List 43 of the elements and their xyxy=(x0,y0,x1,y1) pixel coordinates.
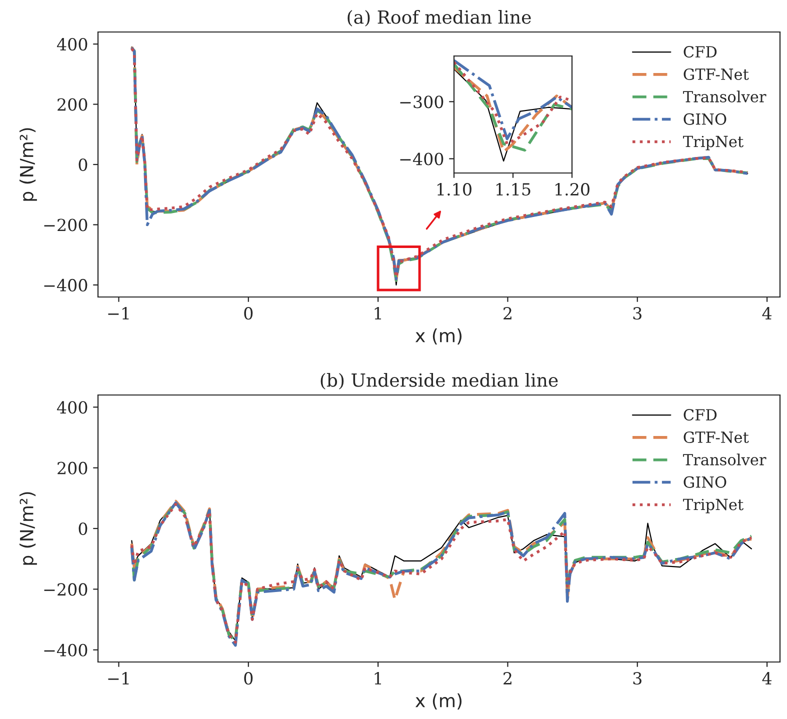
x-tick-label: 1.20 xyxy=(555,183,590,196)
y-tick-label: −200 xyxy=(44,583,88,596)
legend-label: GINO xyxy=(684,113,726,125)
y-tick-label: −200 xyxy=(44,218,88,232)
x-tick-label: 1 xyxy=(374,307,381,320)
legend-label: GTF-Net xyxy=(684,431,749,443)
y-tick-label: 200 xyxy=(58,462,88,474)
x-tick-label: 0 xyxy=(244,307,253,320)
legend-label: Transolver xyxy=(683,90,766,102)
y-tick-label: 400 xyxy=(56,38,88,51)
x-tick-label: 3 xyxy=(633,307,642,320)
y-tick-label: −400 xyxy=(400,152,444,166)
x-tick-label: −1 xyxy=(108,307,129,320)
x-tick-label: 0 xyxy=(244,672,253,685)
x-tick-label: 4 xyxy=(762,672,772,684)
legend-label: TripNet xyxy=(683,136,744,150)
x-tick-label: 3 xyxy=(633,672,642,685)
chart-title: (b) Underside median line xyxy=(320,372,558,390)
legend-label: CFD xyxy=(684,409,717,421)
y-tick-label: 400 xyxy=(56,401,88,414)
y-axis-title: p (N/m²) xyxy=(19,492,37,565)
x-tick-label: 4 xyxy=(762,307,772,320)
chart-title: (a) Roof median line xyxy=(348,10,531,26)
y-tick-label: −300 xyxy=(400,96,444,108)
x-tick-label: 2 xyxy=(504,672,512,684)
y-tick-label: −400 xyxy=(44,644,88,656)
x-tick-label: 2 xyxy=(504,307,512,320)
x-axis-title: x (m) xyxy=(415,328,462,345)
legend-label: Transolver xyxy=(683,454,766,466)
legend-label: GTF-Net xyxy=(684,68,749,80)
legend-label: TripNet xyxy=(683,498,744,514)
legend-label: GINO xyxy=(684,476,726,488)
y-tick-label: 0 xyxy=(78,158,88,172)
x-tick-label: 1.10 xyxy=(437,183,472,196)
y-tick-label: 0 xyxy=(78,522,88,536)
x-tick-label: −1 xyxy=(108,672,129,684)
y-axis-title: p (N/m²) xyxy=(19,128,37,201)
x-axis-title: x (m) xyxy=(415,693,462,710)
legend-label: CFD xyxy=(684,46,717,58)
x-tick-label: 1.15 xyxy=(496,183,530,196)
y-tick-label: 200 xyxy=(58,98,88,111)
x-tick-label: 1 xyxy=(374,672,381,684)
y-tick-label: −400 xyxy=(44,278,88,292)
